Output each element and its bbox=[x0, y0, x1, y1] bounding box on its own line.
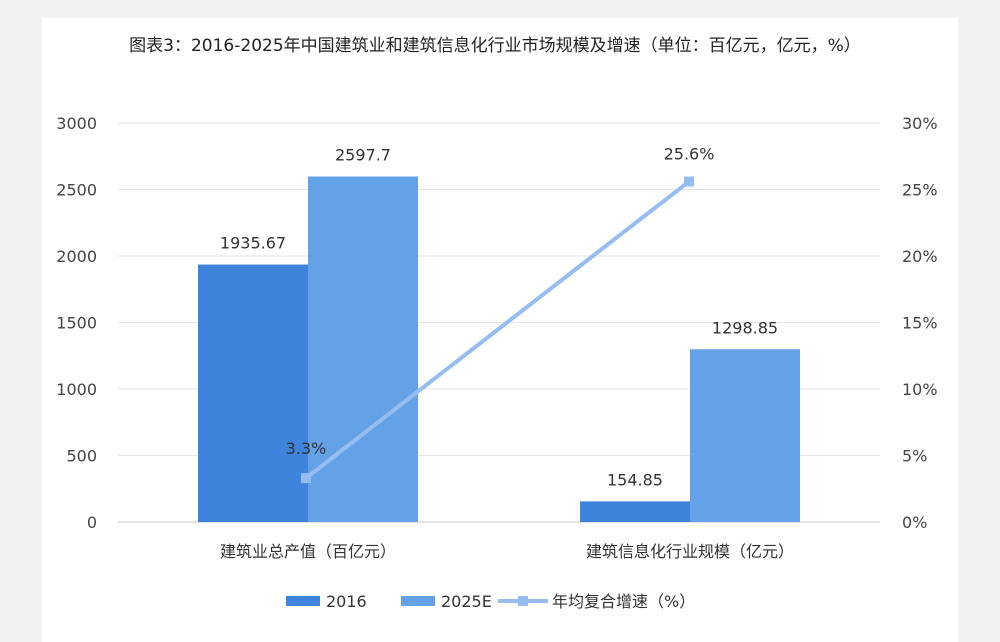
line-data-label: 3.3% bbox=[286, 439, 327, 458]
y-right-tick-label: 5% bbox=[902, 447, 927, 466]
y-right-tick-label: 20% bbox=[902, 247, 938, 266]
bar-data-label: 1298.85 bbox=[712, 318, 778, 337]
y-right-tick-label: 30% bbox=[902, 114, 938, 133]
y-left-tick-label: 0 bbox=[87, 513, 97, 532]
data-labels: 1935.67 154.85 2597.7 1298.85 3.3% 25.6% bbox=[220, 145, 778, 490]
x-category-label: 建筑业总产值（百亿元） bbox=[220, 542, 396, 561]
bar-data-label: 1935.67 bbox=[220, 234, 286, 253]
y-right-tick-label: 10% bbox=[902, 380, 938, 399]
bar-data-label: 2597.7 bbox=[335, 146, 391, 165]
bar-2025E-1 bbox=[690, 349, 800, 522]
bar-2016-0 bbox=[198, 264, 308, 522]
growth-line-path bbox=[304, 179, 691, 480]
chart-title: 图表3：2016-2025年中国建筑业和建筑信息化行业市场规模及增速（单位：百亿… bbox=[129, 36, 861, 56]
y-left-tick-label: 2000 bbox=[56, 247, 97, 266]
growth-line-marker bbox=[301, 473, 311, 484]
bar-data-label: 154.85 bbox=[607, 470, 663, 489]
bar-2025E-0 bbox=[308, 176, 418, 522]
legend-label: 2016 bbox=[326, 592, 367, 611]
legend-label: 年均复合增速（%） bbox=[552, 592, 695, 611]
right-axis-ticks: 0% 5% 10% 15% 20% 25% 30% bbox=[902, 114, 938, 532]
y-right-tick-label: 0% bbox=[902, 513, 927, 532]
left-axis-ticks: 0 500 1000 1500 2000 2500 3000 bbox=[56, 114, 97, 532]
growth-line bbox=[301, 176, 694, 484]
y-left-tick-label: 1500 bbox=[56, 314, 97, 333]
legend-label: 2025E bbox=[441, 592, 492, 611]
y-left-tick-label: 3000 bbox=[56, 114, 97, 133]
line-data-label: 25.6% bbox=[664, 145, 715, 164]
legend-swatch-2025E bbox=[401, 596, 435, 606]
bars bbox=[198, 176, 800, 522]
x-category-label: 建筑信息化行业规模（亿元） bbox=[586, 542, 794, 561]
y-left-tick-label: 1000 bbox=[56, 380, 97, 399]
legend-swatch-2016 bbox=[286, 596, 320, 606]
bar-2016-1 bbox=[580, 501, 690, 522]
y-left-tick-label: 2500 bbox=[56, 181, 97, 200]
category-labels: 建筑业总产值（百亿元） 建筑信息化行业规模（亿元） bbox=[220, 542, 794, 561]
y-left-tick-label: 500 bbox=[66, 447, 97, 466]
y-right-tick-label: 25% bbox=[902, 181, 938, 200]
legend-line-marker bbox=[518, 596, 528, 606]
growth-line-marker bbox=[684, 176, 694, 187]
y-right-tick-label: 15% bbox=[902, 314, 938, 333]
legend: 2016 2025E 年均复合增速（%） bbox=[286, 592, 695, 611]
